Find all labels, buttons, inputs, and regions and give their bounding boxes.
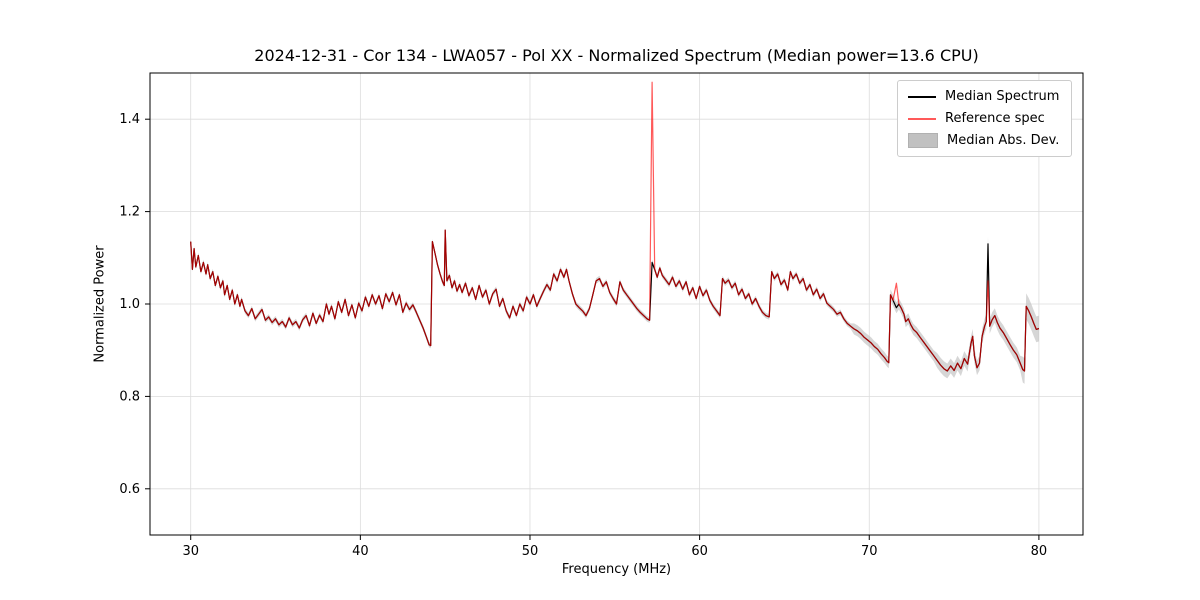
x-tick-label: 60	[691, 544, 708, 559]
legend-label-median: Median Spectrum	[945, 89, 1060, 104]
x-tick-label: 40	[352, 544, 369, 559]
mad-band-swatch	[908, 133, 938, 148]
y-tick-label: 1.4	[119, 112, 140, 127]
x-tick-label: 50	[522, 544, 539, 559]
reference-line-swatch	[908, 117, 936, 120]
legend-entry-mad: Median Abs. Dev.	[908, 133, 1059, 148]
legend-entry-reference: Reference spec	[908, 111, 1059, 126]
y-tick-label: 0.8	[119, 389, 140, 404]
x-tick-label: 30	[182, 544, 199, 559]
chart-title: 2024-12-31 - Cor 134 - LWA057 - Pol XX -…	[254, 46, 979, 65]
legend-label-reference: Reference spec	[945, 111, 1045, 126]
y-tick-label: 1.0	[119, 297, 140, 312]
y-tick-label: 0.6	[119, 482, 140, 497]
x-tick-label: 80	[1031, 544, 1048, 559]
x-tick-label: 70	[861, 544, 878, 559]
legend: Median Spectrum Reference spec Median Ab…	[897, 80, 1073, 157]
legend-entry-median: Median Spectrum	[908, 89, 1059, 104]
legend-label-mad: Median Abs. Dev.	[947, 133, 1060, 148]
mad-band	[190, 227, 1039, 384]
reference-spectrum-line	[190, 81, 1040, 372]
median-line-swatch	[908, 95, 936, 98]
x-axis-label: Frequency (MHz)	[561, 562, 672, 577]
y-tick-label: 1.2	[119, 205, 140, 220]
